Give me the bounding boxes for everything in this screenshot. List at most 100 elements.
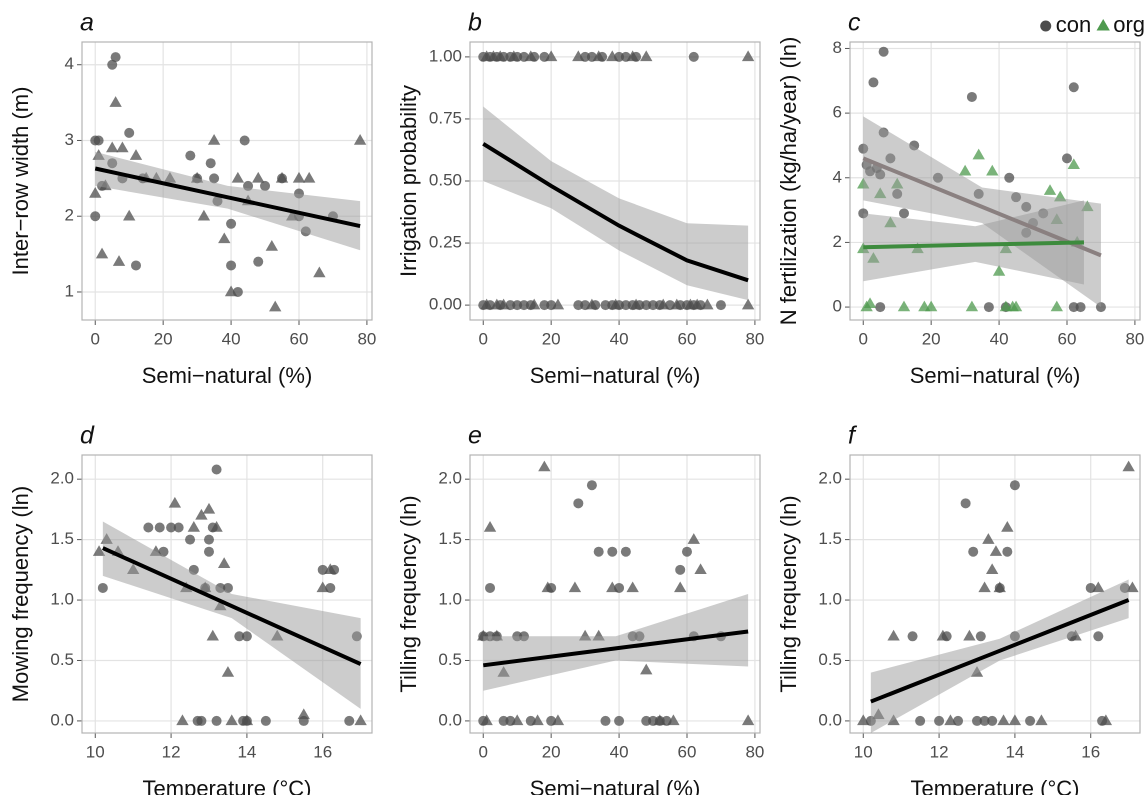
y-tick-label: 2.0 bbox=[50, 469, 74, 488]
x-tick-label: 16 bbox=[313, 742, 332, 761]
y-tick-label: 0.00 bbox=[429, 295, 462, 314]
point bbox=[691, 298, 704, 310]
point bbox=[1122, 460, 1135, 472]
point bbox=[211, 715, 222, 726]
y-axis-label: N fertilization (kg/ha/year) (ln) bbox=[776, 37, 801, 326]
plot-area bbox=[470, 455, 760, 733]
panel-label: f bbox=[848, 422, 858, 450]
x-axis-label: Temperature (°C) bbox=[911, 776, 1080, 795]
y-tick-label: 2 bbox=[65, 206, 74, 225]
point bbox=[675, 564, 686, 575]
point bbox=[681, 546, 692, 557]
point bbox=[741, 298, 755, 310]
point bbox=[629, 298, 643, 310]
panel: 10 12 14 16 0.0 0.5 1.0 1.5 2.0 d Temperature (°C)… bbox=[8, 422, 373, 795]
point bbox=[551, 298, 565, 310]
point bbox=[353, 133, 367, 145]
x-tick-label: 40 bbox=[990, 329, 1009, 348]
x-tick-label: 80 bbox=[357, 329, 376, 348]
point bbox=[269, 300, 282, 312]
panel-label: e bbox=[468, 422, 482, 450]
point bbox=[936, 629, 950, 641]
point bbox=[185, 534, 196, 545]
point bbox=[966, 91, 977, 102]
point bbox=[667, 714, 680, 726]
point bbox=[196, 715, 207, 726]
point bbox=[202, 502, 216, 514]
point bbox=[110, 52, 121, 63]
y-axis-label: Tilling frequency (ln) bbox=[396, 495, 421, 692]
point bbox=[218, 232, 231, 244]
point bbox=[497, 298, 510, 310]
y-tick-label: 1.0 bbox=[438, 590, 462, 609]
point bbox=[485, 582, 496, 593]
confidence-band bbox=[483, 594, 749, 691]
point bbox=[674, 581, 687, 593]
point bbox=[166, 522, 177, 533]
point bbox=[907, 631, 918, 642]
point bbox=[963, 629, 976, 641]
y-axis-label: Inter−row width (m) bbox=[8, 87, 33, 276]
point bbox=[670, 298, 683, 310]
point bbox=[978, 581, 991, 593]
x-axis-label: Semi−natural (%) bbox=[910, 363, 1081, 388]
fit-line bbox=[870, 598, 1130, 704]
point bbox=[531, 714, 544, 726]
point bbox=[607, 546, 618, 557]
x-tick-label: 0 bbox=[479, 329, 488, 348]
point bbox=[324, 563, 337, 575]
point bbox=[265, 240, 278, 251]
point bbox=[1126, 581, 1139, 593]
y-axis-label: Mowing frequency (ln) bbox=[8, 486, 33, 702]
point bbox=[316, 581, 329, 593]
point bbox=[112, 255, 126, 266]
point bbox=[275, 171, 289, 183]
y-tick-label: 0.25 bbox=[429, 233, 462, 252]
point bbox=[109, 96, 122, 107]
point bbox=[129, 149, 143, 160]
point bbox=[195, 508, 208, 520]
point bbox=[124, 127, 135, 138]
y-tick-label: 0.5 bbox=[50, 650, 74, 669]
y-tick-label: 1 bbox=[65, 281, 74, 300]
point bbox=[694, 563, 707, 575]
point bbox=[1008, 714, 1022, 726]
point bbox=[344, 715, 355, 726]
point bbox=[480, 298, 493, 310]
confidence-band bbox=[95, 151, 361, 251]
point bbox=[90, 211, 101, 222]
point bbox=[1067, 158, 1080, 170]
point bbox=[568, 581, 582, 593]
point bbox=[868, 77, 879, 88]
x-tick-label: 20 bbox=[922, 329, 941, 348]
point bbox=[1050, 300, 1063, 312]
y-tick-label: 6 bbox=[833, 103, 842, 122]
point bbox=[206, 629, 219, 641]
point bbox=[915, 715, 926, 726]
y-tick-label: 1.5 bbox=[50, 529, 74, 548]
point bbox=[741, 50, 755, 62]
y-tick-label: 2.0 bbox=[438, 469, 462, 488]
point bbox=[992, 265, 1006, 276]
panel-label: a bbox=[80, 9, 94, 37]
point bbox=[528, 298, 541, 310]
point bbox=[226, 260, 237, 271]
point bbox=[89, 186, 102, 198]
x-tick-label: 0 bbox=[479, 742, 488, 761]
point bbox=[600, 715, 611, 726]
point bbox=[863, 297, 877, 309]
point bbox=[701, 298, 714, 310]
x-tick-label: 80 bbox=[745, 329, 764, 348]
point bbox=[187, 521, 201, 532]
y-tick-label: 0.75 bbox=[429, 108, 462, 127]
point bbox=[878, 46, 889, 57]
y-tick-label: 2.0 bbox=[818, 469, 842, 488]
plot-border bbox=[849, 454, 1141, 734]
point bbox=[626, 581, 639, 593]
point bbox=[231, 171, 245, 183]
confidence-band bbox=[102, 521, 361, 709]
confidence-band bbox=[483, 106, 749, 301]
point bbox=[614, 715, 625, 726]
point bbox=[221, 666, 235, 677]
point bbox=[572, 50, 585, 62]
